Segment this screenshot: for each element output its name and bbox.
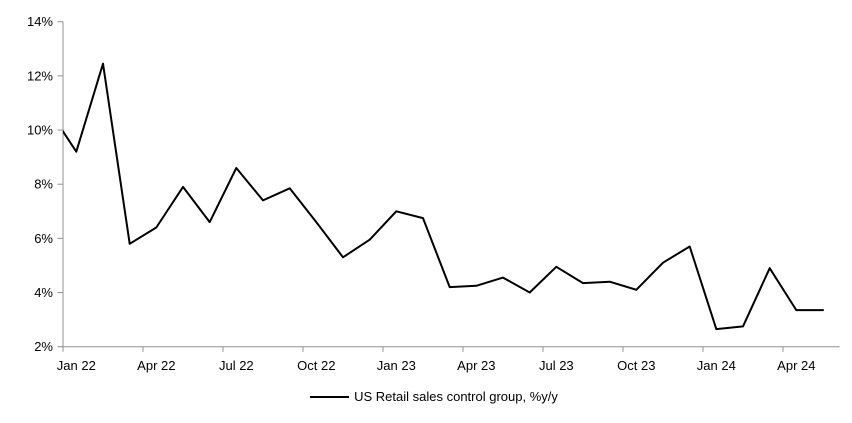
x-axis-tick-label: Jul 23 — [539, 358, 574, 373]
y-axis-tick-label: 8% — [34, 177, 53, 192]
x-axis-tick-label: Apr 23 — [457, 358, 495, 373]
legend-label: US Retail sales control group, %y/y — [354, 389, 558, 404]
x-axis-tick-label: Oct 22 — [297, 358, 335, 373]
x-axis-tick-label: Jan 23 — [377, 358, 416, 373]
x-axis-tick-label: Apr 24 — [777, 358, 815, 373]
y-axis-tick-label: 4% — [34, 285, 53, 300]
y-axis-tick-label: 10% — [27, 123, 53, 138]
x-axis-tick-label: Oct 23 — [617, 358, 655, 373]
x-axis-tick-label: Apr 22 — [137, 358, 175, 373]
legend-line-sample — [310, 395, 350, 398]
x-axis-tick-label: Jan 24 — [697, 358, 736, 373]
x-axis-tick-label: Jul 22 — [219, 358, 254, 373]
legend: US Retail sales control group, %y/y — [8, 389, 852, 404]
x-axis-tick-label: Jan 22 — [57, 358, 96, 373]
y-axis-tick-label: 6% — [34, 231, 53, 246]
y-axis-tick-label: 14% — [27, 14, 53, 29]
y-axis-tick-label: 2% — [34, 339, 53, 354]
series-line — [63, 62, 824, 331]
y-axis-tick-label: 12% — [27, 68, 53, 83]
